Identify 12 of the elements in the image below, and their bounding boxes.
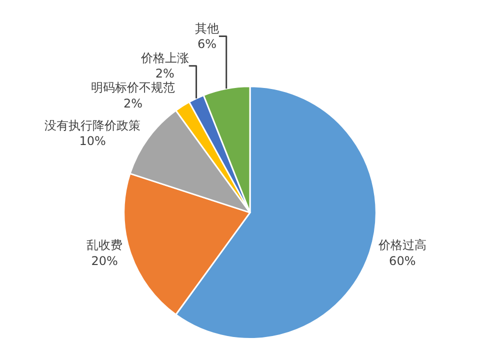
slice-label: 乱收费 [86, 238, 123, 252]
slice-label: 明码标价不规范 [91, 80, 175, 95]
slice-label: 价格过高 [377, 238, 426, 252]
slice-label: 其他 [194, 21, 219, 36]
data-label: 10% [79, 134, 106, 148]
data-label: 2% [123, 96, 143, 110]
data-label: 20% [91, 254, 118, 268]
data-label: 60% [389, 254, 416, 268]
slice-label: 价格上涨 [140, 51, 189, 66]
data-label: 2% [155, 66, 174, 81]
slice-label: 没有执行降价政策 [44, 118, 141, 132]
data-label: 6% [197, 37, 216, 52]
